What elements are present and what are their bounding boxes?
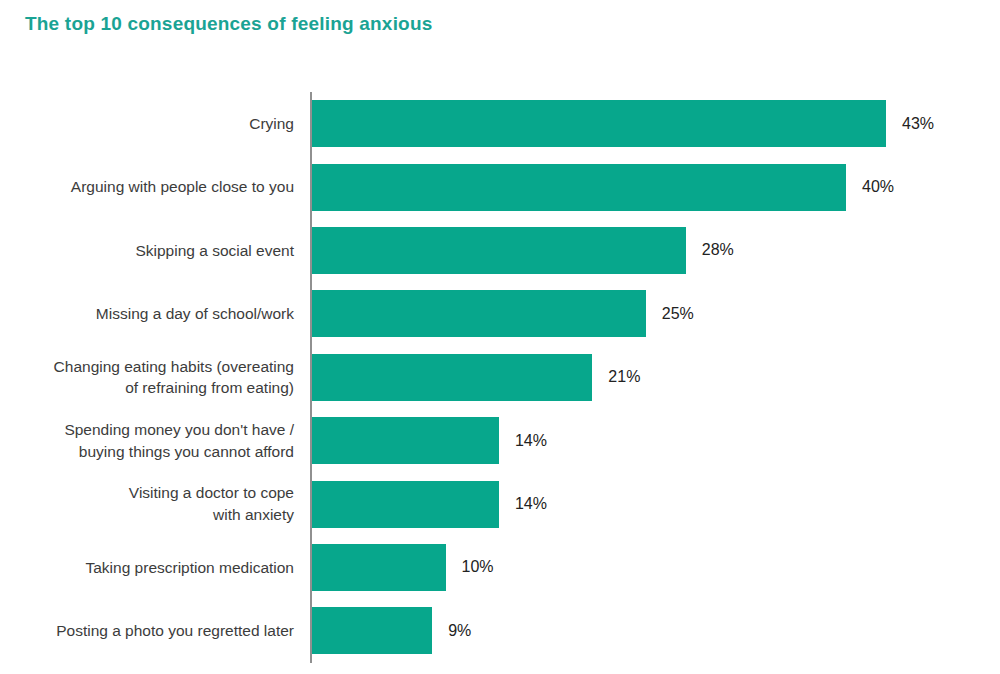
value-label: 21% [608, 368, 640, 386]
category-label: Visiting a doctor to cope with anxiety [129, 482, 294, 525]
value-label: 25% [662, 305, 694, 323]
value-label: 14% [515, 495, 547, 513]
value-label: 9% [448, 622, 471, 640]
category-label-row: Visiting a doctor to cope with anxiety [0, 472, 310, 535]
category-label-row: Missing a day of school/work [0, 282, 310, 345]
bar [312, 417, 499, 464]
category-label: Arguing with people close to you [71, 176, 294, 198]
category-label-row: Skipping a social event [0, 219, 310, 282]
category-label: Skipping a social event [135, 240, 294, 262]
category-label-row: Arguing with people close to you [0, 155, 310, 218]
bar-chart: Crying Arguing with people close to you Sk… [0, 92, 1000, 663]
category-label-row: Crying [0, 92, 310, 155]
category-label-row: Posting a photo you regretted later [0, 599, 310, 662]
bar [312, 227, 686, 274]
category-label-row: Taking prescription medication [0, 536, 310, 599]
value-label: 43% [902, 115, 934, 133]
chart-title: The top 10 consequences of feeling anxio… [25, 13, 432, 35]
category-label: Crying [249, 113, 294, 135]
bar-row: 28% [312, 219, 1000, 282]
value-label: 40% [862, 178, 894, 196]
bar [312, 164, 846, 211]
bar-row: 25% [312, 282, 1000, 345]
bar [312, 544, 446, 591]
bar-row: 43% [312, 92, 1000, 155]
bar [312, 481, 499, 528]
bar [312, 354, 592, 401]
bar [312, 290, 646, 337]
bar [312, 607, 432, 654]
category-label-row: Spending money you don't have / buying t… [0, 409, 310, 472]
category-label: Missing a day of school/work [96, 303, 294, 325]
bar-row: 9% [312, 599, 1000, 662]
bar [312, 100, 886, 147]
category-label: Posting a photo you regretted later [56, 620, 294, 642]
bar-chart-page: The top 10 consequences of feeling anxio… [0, 0, 1000, 674]
category-label: Spending money you don't have / buying t… [64, 419, 294, 462]
category-label-row: Changing eating habits (overeating of re… [0, 346, 310, 409]
bar-row: 14% [312, 409, 1000, 472]
value-label: 10% [462, 558, 494, 576]
value-label: 14% [515, 432, 547, 450]
category-labels-column: Crying Arguing with people close to you Sk… [0, 92, 310, 663]
bar-row: 10% [312, 536, 1000, 599]
bar-row: 21% [312, 346, 1000, 409]
category-label: Changing eating habits (overeating of re… [54, 356, 294, 399]
bar-row: 40% [312, 155, 1000, 218]
category-label: Taking prescription medication [86, 557, 295, 579]
bar-row: 14% [312, 472, 1000, 535]
value-label: 28% [702, 241, 734, 259]
bars-column: 43% 40% 28% 25% 21% 14% 14% 10% 9% [310, 92, 1000, 663]
